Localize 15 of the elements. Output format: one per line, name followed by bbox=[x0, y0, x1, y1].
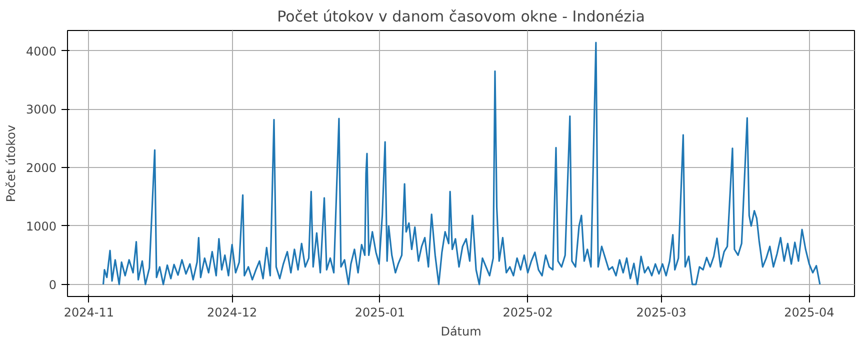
y-tick-label: 4000 bbox=[26, 44, 57, 58]
y-tick-label: 1000 bbox=[26, 220, 57, 234]
y-tick-label: 3000 bbox=[26, 102, 57, 117]
x-tick-label: 2025-02 bbox=[502, 306, 553, 320]
y-tick-label: 2000 bbox=[26, 161, 57, 176]
x-tick-label: 2025-04 bbox=[784, 306, 834, 320]
y-axis-title: Počet útokov bbox=[4, 124, 18, 202]
x-tick-label: 2025-03 bbox=[636, 306, 686, 320]
x-tick-label: 2025-01 bbox=[354, 306, 405, 320]
y-tick-label: 0 bbox=[48, 278, 57, 292]
x-tick-label: 2024-11 bbox=[64, 306, 114, 320]
x-tick-label: 2024-12 bbox=[206, 306, 258, 320]
x-axis-title: Dátum bbox=[440, 324, 482, 338]
chart-title: Počet útokov v danom časovom okne - Indonézia bbox=[277, 8, 645, 26]
line-series bbox=[102, 42, 821, 286]
